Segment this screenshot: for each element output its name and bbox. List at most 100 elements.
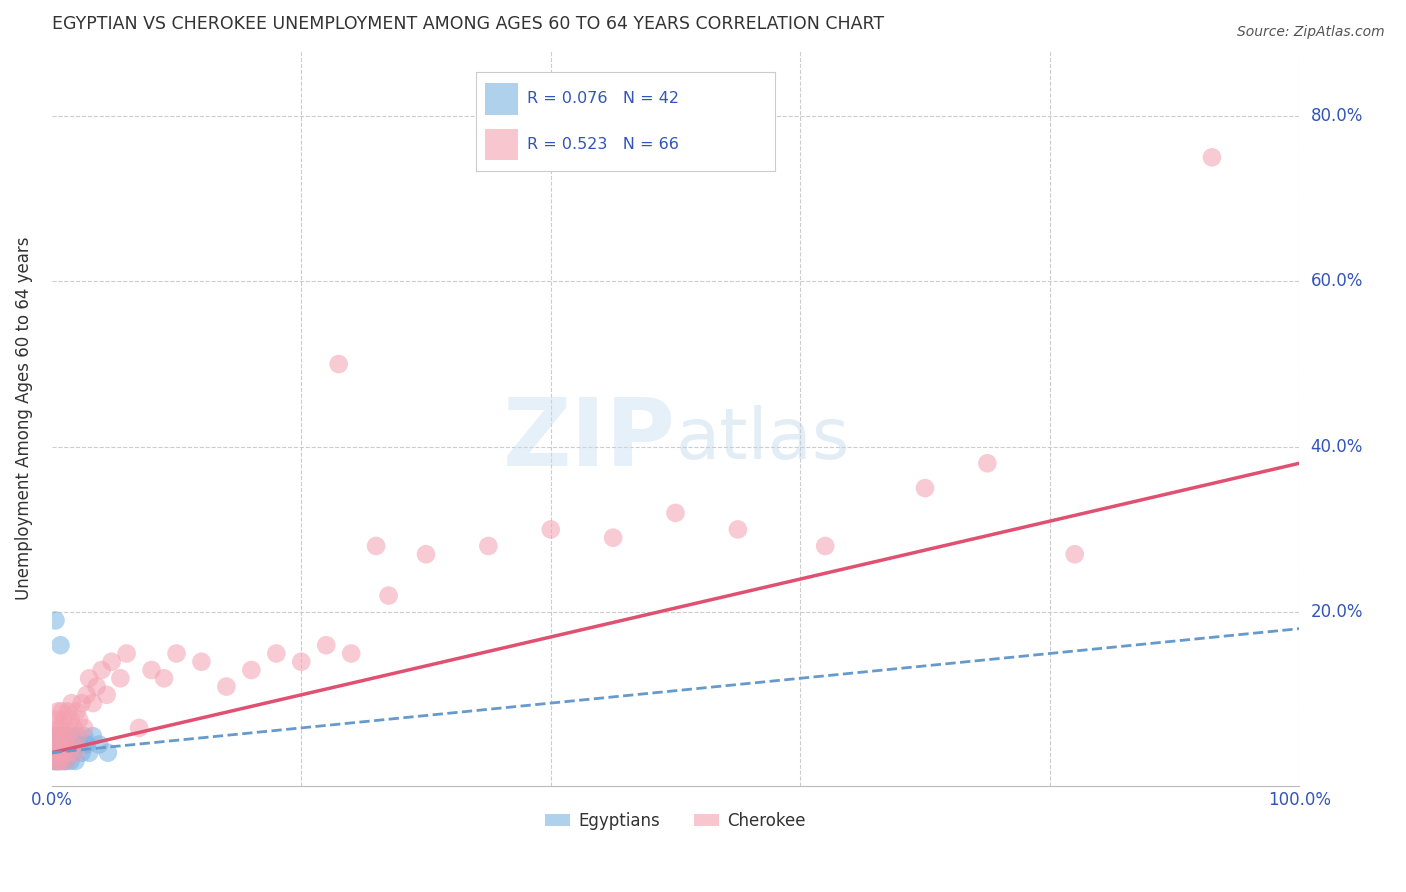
Y-axis label: Unemployment Among Ages 60 to 64 years: Unemployment Among Ages 60 to 64 years [15, 236, 32, 599]
Point [97, 746, 120, 760]
Point [96, 688, 118, 702]
Point [76, 738, 98, 752]
Point [602, 531, 624, 545]
Point [1063, 547, 1085, 561]
Point [290, 655, 312, 669]
Point [67, 738, 90, 752]
Point [914, 481, 936, 495]
Point [328, 357, 350, 371]
Point [141, 663, 163, 677]
Point [46, 704, 69, 718]
Point [44, 713, 66, 727]
Point [63, 738, 86, 752]
Point [215, 680, 238, 694]
Point [70, 696, 93, 710]
Point [51, 746, 73, 760]
Point [477, 539, 499, 553]
Point [44, 614, 66, 628]
Point [45, 746, 67, 760]
Point [52, 713, 75, 727]
Point [65, 754, 87, 768]
Point [73, 721, 96, 735]
Point [44, 729, 66, 743]
Point [52, 754, 75, 768]
Text: 80.0%: 80.0% [1310, 107, 1362, 125]
Point [166, 647, 188, 661]
Point [44, 746, 66, 760]
Point [46, 738, 69, 752]
Point [190, 655, 212, 669]
Point [55, 754, 77, 768]
Point [53, 729, 76, 743]
Point [49, 721, 72, 735]
Point [49, 754, 72, 768]
Point [110, 671, 132, 685]
Point [55, 729, 77, 743]
Point [49, 638, 72, 652]
Point [76, 688, 98, 702]
Point [540, 523, 562, 537]
Point [53, 746, 76, 760]
Point [48, 746, 70, 760]
Text: atlas: atlas [675, 405, 849, 475]
Point [48, 729, 70, 743]
Point [340, 647, 363, 661]
Point [100, 655, 122, 669]
Point [77, 671, 100, 685]
Point [60, 729, 83, 743]
Point [240, 663, 263, 677]
Point [45, 721, 67, 735]
Point [56, 746, 79, 760]
Point [70, 746, 93, 760]
Point [42, 754, 65, 768]
Point [90, 663, 112, 677]
Point [67, 713, 90, 727]
Point [42, 746, 65, 760]
Point [727, 523, 749, 537]
Text: ZIP: ZIP [502, 394, 675, 486]
Text: Source: ZipAtlas.com: Source: ZipAtlas.com [1237, 25, 1385, 39]
Point [53, 738, 76, 752]
Point [44, 754, 66, 768]
Point [66, 729, 89, 743]
Point [65, 746, 87, 760]
Point [66, 704, 89, 718]
Point [59, 754, 82, 768]
Point [1201, 150, 1223, 164]
Point [49, 754, 72, 768]
Point [48, 738, 70, 752]
Point [45, 738, 67, 752]
Point [89, 738, 111, 752]
Point [77, 746, 100, 760]
Point [66, 729, 89, 743]
Point [63, 721, 86, 735]
Point [55, 729, 77, 743]
Point [664, 506, 686, 520]
Text: 20.0%: 20.0% [1310, 603, 1362, 621]
Point [52, 738, 75, 752]
Point [377, 589, 399, 603]
Point [60, 696, 83, 710]
Point [44, 729, 66, 743]
Point [46, 754, 69, 768]
Point [59, 713, 82, 727]
Text: 40.0%: 40.0% [1310, 438, 1362, 456]
Point [48, 746, 70, 760]
Point [153, 671, 176, 685]
Point [62, 738, 84, 752]
Point [814, 539, 837, 553]
Point [51, 704, 73, 718]
Point [55, 754, 77, 768]
Point [51, 729, 73, 743]
Point [56, 704, 79, 718]
Point [73, 729, 96, 743]
Point [82, 729, 104, 743]
Text: EGYPTIAN VS CHEROKEE UNEMPLOYMENT AMONG AGES 60 TO 64 YEARS CORRELATION CHART: EGYPTIAN VS CHEROKEE UNEMPLOYMENT AMONG … [52, 15, 884, 33]
Point [45, 738, 67, 752]
Point [44, 738, 66, 752]
Point [364, 539, 387, 553]
Point [45, 754, 67, 768]
Point [315, 638, 337, 652]
Point [52, 746, 75, 760]
Point [46, 754, 69, 768]
